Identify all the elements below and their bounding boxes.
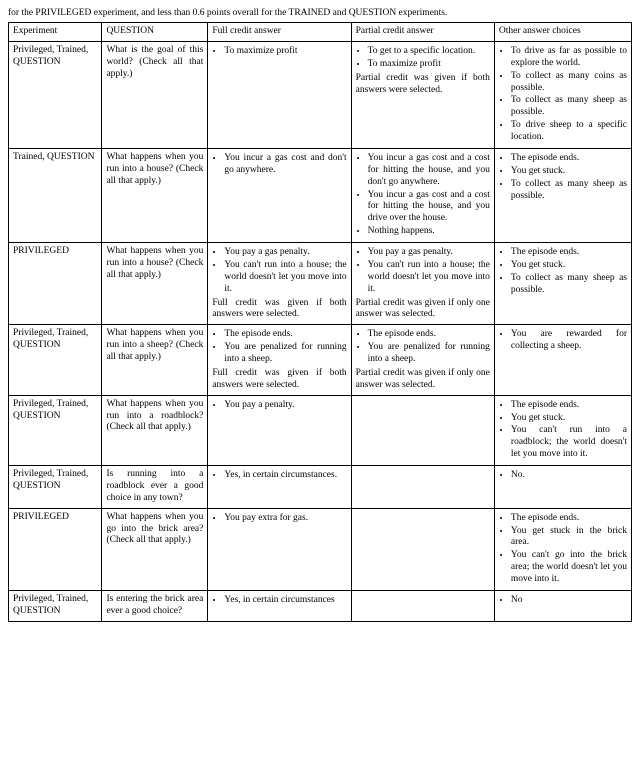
cell-question: What is the goal of this world? (Check a… [102,41,208,148]
cell-partial-credit [351,395,494,465]
list-item: You are penalized for running into a she… [224,342,346,366]
list-item: You can't run into a house; the world do… [224,260,346,296]
cell-experiment: Trained, QUESTION [9,148,102,242]
list-item: To maximize profit [368,59,490,71]
table-row: PRIVILEGEDWhat happens when you go into … [9,508,632,590]
cell-other-choices: No [494,590,631,621]
list-item: To maximize profit [224,46,346,58]
cell-experiment: Privileged, Trained, QUESTION [9,466,102,509]
cell-other-choices: To drive as far as possible to explore t… [494,41,631,148]
list-item: You pay a gas penalty. [224,247,346,259]
cell-partial-credit [351,590,494,621]
cell-full-credit: Yes, in certain circumstances [208,590,351,621]
cell-partial-credit [351,508,494,590]
col-full: Full credit answer [208,23,351,42]
list-item: To drive as far as possible to explore t… [511,46,627,70]
list-item: You get stuck. [511,166,627,178]
cell-other-choices: The episode ends.You get stuck.To collec… [494,243,631,325]
list-item: You can't run into a roadblock; the worl… [511,425,627,461]
list-item: The episode ends. [368,329,490,341]
list-item: To collect as many coins as possible. [511,71,627,95]
col-experiment: Experiment [9,23,102,42]
list-item: You get stuck. [511,413,627,425]
list-item: To collect as many sheep as possible. [511,95,627,119]
table-row: Privileged, Trained, QUESTIONWhat happen… [9,325,632,395]
list-item: The episode ends. [224,329,346,341]
col-question: QUESTION [102,23,208,42]
list-item: You are penalized for running into a she… [368,342,490,366]
list-item: The episode ends. [511,153,627,165]
list-item: The episode ends. [511,513,627,525]
list-item: No. [511,470,627,482]
list-item: To collect as many sheep as possible. [511,179,627,203]
cell-question: Is entering the brick area ever a good c… [102,590,208,621]
list-item: You pay extra for gas. [224,513,346,525]
cell-full-credit: Yes, in certain circumstances. [208,466,351,509]
list-item: You can't run into a house; the world do… [368,260,490,296]
list-item: To drive sheep to a specific location. [511,120,627,144]
list-item: The episode ends. [511,247,627,259]
cell-question: What happens when you go into the brick … [102,508,208,590]
cell-experiment: Privileged, Trained, QUESTION [9,41,102,148]
table-row: PRIVILEGEDWhat happens when you run into… [9,243,632,325]
credit-note: Partial credit was given if both answers… [356,73,490,97]
credit-note: Full credit was given if both answers we… [212,298,346,322]
cell-experiment: Privileged, Trained, QUESTION [9,590,102,621]
cell-partial-credit: To get to a specific location.To maximiz… [351,41,494,148]
cell-question: What happens when you run into a house? … [102,148,208,242]
cell-question: Is running into a roadblock ever a good … [102,466,208,509]
cell-partial-credit [351,466,494,509]
credit-note: Partial credit was given if only one ans… [356,298,490,322]
cell-full-credit: You pay extra for gas. [208,508,351,590]
col-partial: Partial credit answer [351,23,494,42]
list-item: Yes, in certain circumstances [224,595,346,607]
col-other: Other answer choices [494,23,631,42]
list-item: No [511,595,627,607]
cell-full-credit: You incur a gas cost and don't go anywhe… [208,148,351,242]
credit-note: Full credit was given if both answers we… [212,368,346,392]
cell-experiment: Privileged, Trained, QUESTION [9,325,102,395]
cell-full-credit: You pay a gas penalty.You can't run into… [208,243,351,325]
list-item: You incur a gas cost and a cost for hitt… [368,190,490,226]
list-item: To collect as many sheep as possible. [511,273,627,297]
cell-experiment: Privileged, Trained, QUESTION [9,395,102,465]
list-item: You pay a gas penalty. [368,247,490,259]
cell-other-choices: You are rewarded for collecting a sheep. [494,325,631,395]
cell-full-credit: You pay a penalty. [208,395,351,465]
list-item: You incur a gas cost and don't go anywhe… [224,153,346,177]
list-item: You are rewarded for collecting a sheep. [511,329,627,353]
list-item: Nothing happens. [368,226,490,238]
cell-full-credit: The episode ends.You are penalized for r… [208,325,351,395]
table-row: Privileged, Trained, QUESTIONIs entering… [9,590,632,621]
table-row: Trained, QUESTIONWhat happens when you r… [9,148,632,242]
list-item: Yes, in certain circumstances. [224,470,346,482]
cell-other-choices: The episode ends.You get stuck in the br… [494,508,631,590]
table-header-row: Experiment QUESTION Full credit answer P… [9,23,632,42]
cell-full-credit: To maximize profit [208,41,351,148]
list-item: You get stuck in the brick area. [511,526,627,550]
cell-partial-credit: You incur a gas cost and a cost for hitt… [351,148,494,242]
cell-question: What happens when you run into a roadblo… [102,395,208,465]
list-item: To get to a specific location. [368,46,490,58]
list-item: You get stuck. [511,260,627,272]
cell-partial-credit: The episode ends.You are penalized for r… [351,325,494,395]
list-item: You incur a gas cost and a cost for hitt… [368,153,490,189]
table-row: Privileged, Trained, QUESTIONWhat is the… [9,41,632,148]
cell-partial-credit: You pay a gas penalty.You can't run into… [351,243,494,325]
cell-other-choices: The episode ends.You get stuck.To collec… [494,148,631,242]
cell-question: What happens when you run into a sheep? … [102,325,208,395]
cell-experiment: PRIVILEGED [9,243,102,325]
list-item: You can't go into the brick area; the wo… [511,550,627,586]
table-row: Privileged, Trained, QUESTIONWhat happen… [9,395,632,465]
cell-question: What happens when you run into a house? … [102,243,208,325]
cell-other-choices: No. [494,466,631,509]
table-caption: for the PRIVILEGED experiment, and less … [8,8,632,18]
table-row: Privileged, Trained, QUESTIONIs running … [9,466,632,509]
list-item: The episode ends. [511,400,627,412]
answers-table: Experiment QUESTION Full credit answer P… [8,22,632,622]
list-item: You pay a penalty. [224,400,346,412]
cell-other-choices: The episode ends.You get stuck.You can't… [494,395,631,465]
credit-note: Partial credit was given if only one ans… [356,368,490,392]
cell-experiment: PRIVILEGED [9,508,102,590]
